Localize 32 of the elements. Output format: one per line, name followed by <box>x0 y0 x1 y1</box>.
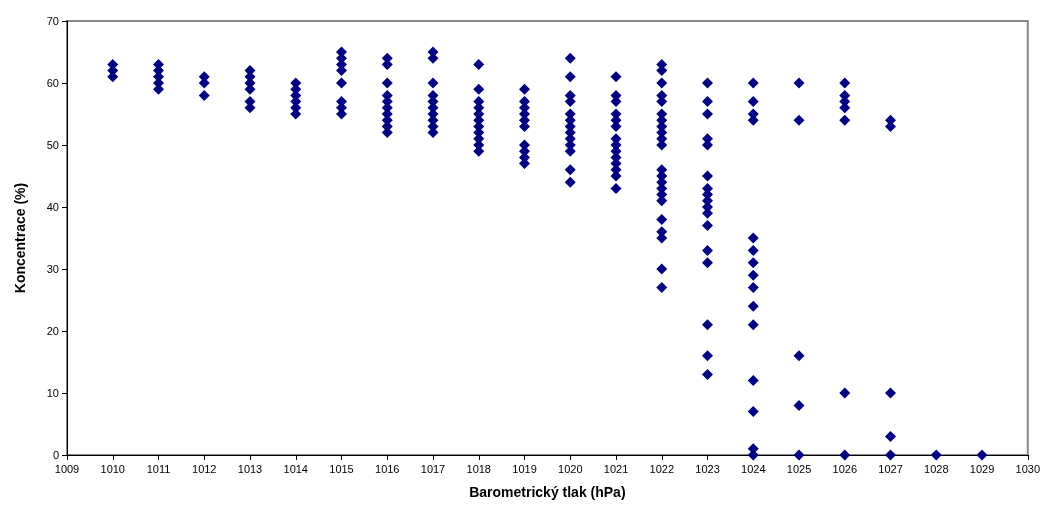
x-tick-label: 1010 <box>100 462 125 475</box>
y-tick-label: 30 <box>46 263 59 275</box>
x-tick-label: 1027 <box>878 462 903 475</box>
y-tick-label: 20 <box>46 325 59 337</box>
y-tick-label: 70 <box>46 15 59 27</box>
x-tick-label: 1012 <box>192 462 217 475</box>
y-tick-label: 50 <box>46 139 59 151</box>
x-tick-label: 1026 <box>832 462 857 475</box>
x-axis-title: Barometrický tlak (hPa) <box>469 484 626 500</box>
y-tick-label: 10 <box>46 387 59 399</box>
x-tick-label: 1016 <box>375 462 400 475</box>
y-tick-label: 40 <box>46 201 59 213</box>
x-tick-label: 1019 <box>512 462 537 475</box>
y-tick-label: 60 <box>46 77 59 89</box>
x-tick-label: 1025 <box>786 462 812 475</box>
x-tick-label: 1021 <box>603 462 629 475</box>
x-tick-label: 1029 <box>969 462 995 475</box>
x-tick-label: 1009 <box>54 462 80 475</box>
x-tick-label: 1028 <box>924 462 949 475</box>
x-tick-label: 1022 <box>649 462 674 475</box>
x-tick-label: 1015 <box>329 462 354 475</box>
y-axis-title: Koncentrace (%) <box>12 182 28 294</box>
x-tick-label: 1024 <box>741 462 766 475</box>
x-tick-label: 1018 <box>466 462 491 475</box>
x-tick-label: 1023 <box>695 462 720 475</box>
x-tick-label: 1014 <box>283 462 308 475</box>
x-tick-label: 1020 <box>558 462 583 475</box>
x-tick-label: 1017 <box>420 462 446 475</box>
x-tick-label: 1011 <box>146 462 171 475</box>
x-tick-label: 1030 <box>1015 462 1041 475</box>
y-tick-label: 0 <box>52 449 59 461</box>
x-tick-label: 1013 <box>237 462 263 475</box>
